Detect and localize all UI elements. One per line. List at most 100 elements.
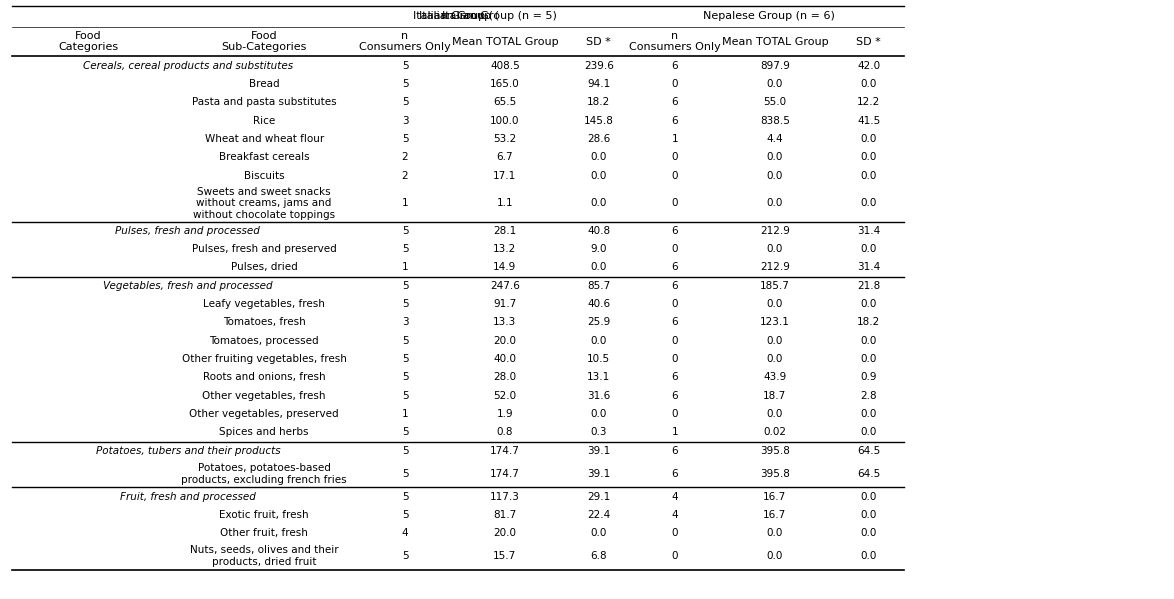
Text: Other fruit, fresh: Other fruit, fresh [221, 528, 308, 539]
Text: 0.0: 0.0 [861, 171, 877, 181]
Text: 10.5: 10.5 [587, 354, 610, 364]
Text: Italian Group (n = 5): Italian Group (n = 5) [441, 11, 556, 22]
Text: 3: 3 [402, 317, 409, 328]
Text: Nuts, seeds, olives and their
products, dried fruit: Nuts, seeds, olives and their products, … [190, 546, 338, 567]
Text: 40.0: 40.0 [493, 354, 517, 364]
Text: 4: 4 [402, 528, 409, 539]
Text: Food
Categories: Food Categories [58, 31, 119, 52]
Text: Wheat and wheat flour: Wheat and wheat flour [204, 134, 324, 144]
Text: 0.0: 0.0 [861, 299, 877, 309]
Text: 212.9: 212.9 [760, 226, 790, 235]
Text: 0.0: 0.0 [767, 354, 783, 364]
Text: 25.9: 25.9 [587, 317, 610, 328]
Text: 13.2: 13.2 [493, 244, 517, 254]
Text: 1.9: 1.9 [497, 409, 513, 419]
Text: 12.2: 12.2 [857, 97, 880, 107]
Text: 4: 4 [672, 492, 679, 501]
Text: 18.2: 18.2 [857, 317, 880, 328]
Text: 4: 4 [672, 510, 679, 520]
Text: 0.0: 0.0 [767, 171, 783, 181]
Text: 6: 6 [672, 446, 679, 456]
Text: 185.7: 185.7 [760, 281, 790, 291]
Text: 6: 6 [672, 97, 679, 107]
Text: 174.7: 174.7 [490, 469, 520, 479]
Text: 0.0: 0.0 [767, 198, 783, 208]
Text: 0.0: 0.0 [861, 492, 877, 501]
Text: 6: 6 [672, 317, 679, 328]
Text: 6: 6 [672, 391, 679, 401]
Text: Tomatoes, processed: Tomatoes, processed [209, 336, 319, 346]
Text: 0.0: 0.0 [861, 354, 877, 364]
Text: SD *: SD * [856, 37, 882, 47]
Text: 0: 0 [672, 79, 679, 89]
Text: 43.9: 43.9 [763, 373, 787, 382]
Text: 0.0: 0.0 [591, 528, 607, 539]
Text: 29.1: 29.1 [587, 492, 610, 501]
Text: 52.0: 52.0 [493, 391, 517, 401]
Text: Pulses, fresh and processed: Pulses, fresh and processed [115, 226, 261, 235]
Text: Potatoes, potatoes-based
products, excluding french fries: Potatoes, potatoes-based products, exclu… [181, 463, 348, 485]
Text: 31.4: 31.4 [857, 262, 880, 273]
Text: 0: 0 [672, 198, 679, 208]
Text: 0.9: 0.9 [861, 373, 877, 382]
Text: 0.0: 0.0 [591, 262, 607, 273]
Text: 28.6: 28.6 [587, 134, 610, 144]
Text: 0.0: 0.0 [861, 409, 877, 419]
Text: 0.0: 0.0 [591, 152, 607, 162]
Text: 0: 0 [672, 551, 679, 561]
Text: 0.3: 0.3 [591, 428, 607, 437]
Text: 0.0: 0.0 [861, 428, 877, 437]
Text: 18.7: 18.7 [763, 391, 787, 401]
Text: 64.5: 64.5 [857, 446, 880, 456]
Text: 174.7: 174.7 [490, 446, 520, 456]
Text: Other vegetables, preserved: Other vegetables, preserved [189, 409, 339, 419]
Text: 0.02: 0.02 [763, 428, 787, 437]
Text: 15.7: 15.7 [493, 551, 517, 561]
Text: 395.8: 395.8 [760, 469, 790, 479]
Text: 13.1: 13.1 [587, 373, 610, 382]
Text: Exotic fruit, fresh: Exotic fruit, fresh [220, 510, 309, 520]
Text: 42.0: 42.0 [857, 60, 880, 71]
Text: 5: 5 [402, 510, 409, 520]
Text: 5: 5 [402, 79, 409, 89]
Text: 0.0: 0.0 [861, 244, 877, 254]
Text: 1: 1 [672, 428, 679, 437]
Text: 0: 0 [672, 244, 679, 254]
Text: 6: 6 [672, 469, 679, 479]
Text: 20.0: 20.0 [493, 528, 517, 539]
Text: 13.3: 13.3 [493, 317, 517, 328]
Text: 247.6: 247.6 [490, 281, 520, 291]
Text: 0.0: 0.0 [591, 336, 607, 346]
Text: 1: 1 [402, 198, 409, 208]
Text: 6: 6 [672, 116, 679, 126]
Text: 5: 5 [402, 226, 409, 235]
Text: 0.0: 0.0 [767, 152, 783, 162]
Text: Roots and onions, fresh: Roots and onions, fresh [203, 373, 325, 382]
Text: 5: 5 [402, 97, 409, 107]
Text: 0.0: 0.0 [861, 551, 877, 561]
Text: Bread: Bread [249, 79, 279, 89]
Text: 0.0: 0.0 [861, 134, 877, 144]
Text: 145.8: 145.8 [583, 116, 614, 126]
Text: 0.0: 0.0 [861, 528, 877, 539]
Text: 6.7: 6.7 [497, 152, 513, 162]
Text: 0: 0 [672, 354, 679, 364]
Text: 65.5: 65.5 [493, 97, 517, 107]
Text: 0.0: 0.0 [861, 336, 877, 346]
Text: 5: 5 [402, 134, 409, 144]
Text: 5: 5 [402, 336, 409, 346]
Text: 6.8: 6.8 [591, 551, 607, 561]
Text: 1: 1 [402, 262, 409, 273]
Text: 5: 5 [402, 446, 409, 456]
Text: 16.7: 16.7 [763, 510, 787, 520]
Text: 5: 5 [402, 244, 409, 254]
Text: 6: 6 [672, 373, 679, 382]
Text: 81.7: 81.7 [493, 510, 517, 520]
Text: 5: 5 [402, 391, 409, 401]
Text: 0.0: 0.0 [767, 551, 783, 561]
Text: Breakfast cereals: Breakfast cereals [218, 152, 310, 162]
Text: 5: 5 [402, 428, 409, 437]
Text: 5: 5 [402, 492, 409, 501]
Text: 395.8: 395.8 [760, 446, 790, 456]
Text: Fruit, fresh and processed: Fruit, fresh and processed [120, 492, 256, 501]
